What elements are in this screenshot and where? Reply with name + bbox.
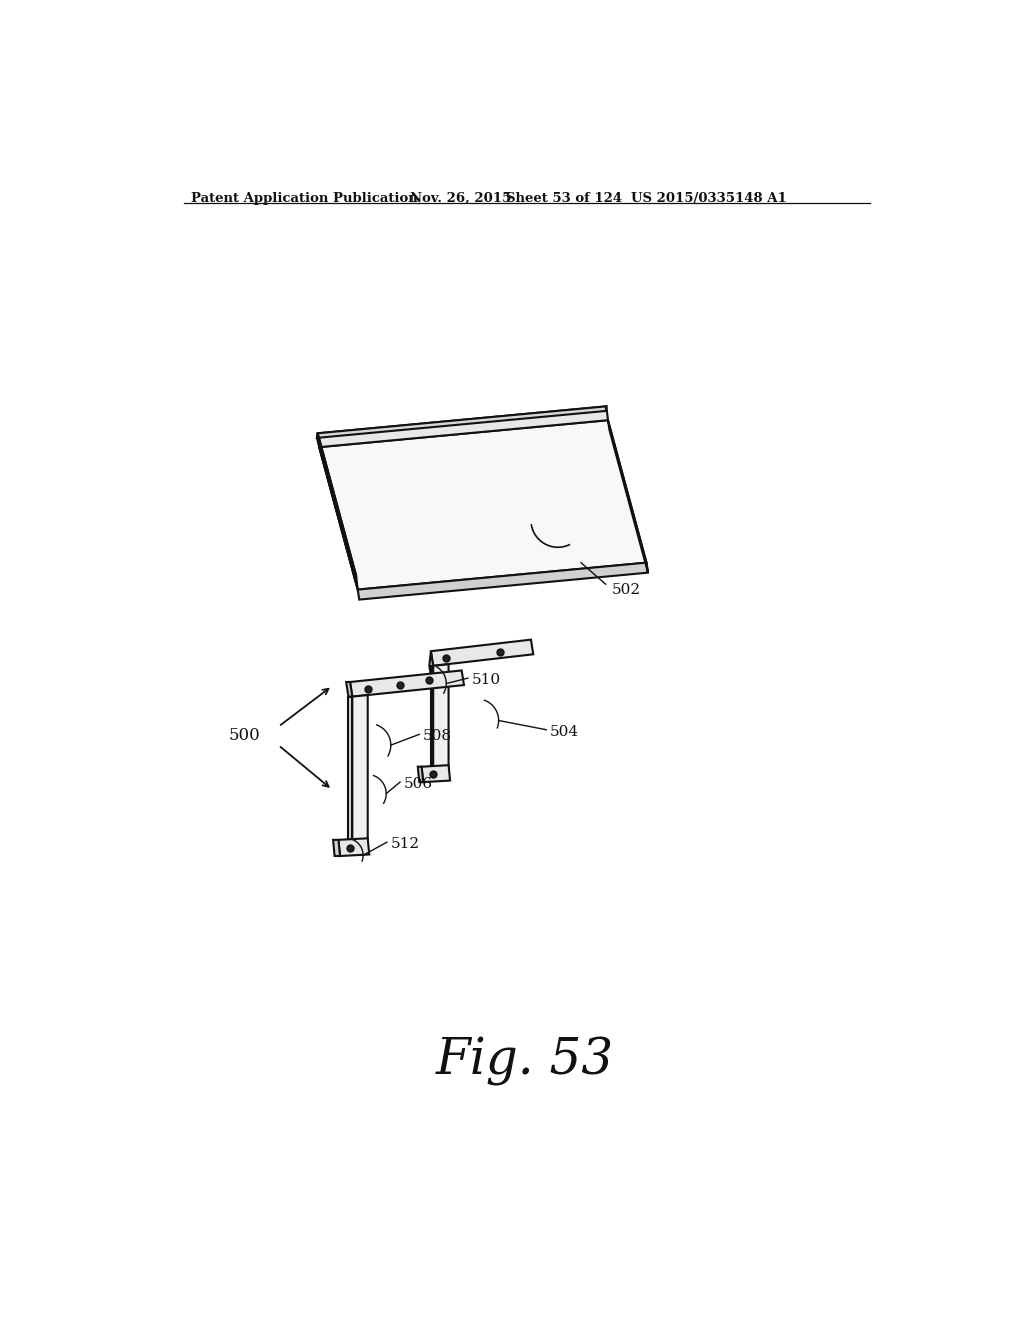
Text: 506: 506	[403, 776, 433, 791]
Polygon shape	[422, 766, 451, 781]
Polygon shape	[339, 838, 370, 857]
Polygon shape	[333, 840, 340, 857]
Text: 500: 500	[228, 727, 260, 744]
Text: 512: 512	[391, 837, 420, 850]
Polygon shape	[608, 420, 648, 573]
Polygon shape	[357, 562, 648, 599]
Polygon shape	[316, 433, 356, 581]
Polygon shape	[431, 640, 534, 665]
Polygon shape	[346, 682, 352, 697]
Polygon shape	[348, 697, 352, 841]
Text: 510: 510	[472, 673, 501, 686]
Text: 508: 508	[423, 729, 453, 743]
Polygon shape	[316, 407, 606, 438]
Text: Nov. 26, 2015: Nov. 26, 2015	[410, 191, 511, 205]
Polygon shape	[431, 665, 433, 768]
Text: Sheet 53 of 124: Sheet 53 of 124	[506, 191, 623, 205]
Polygon shape	[352, 696, 368, 841]
Text: US 2015/0335148 A1: US 2015/0335148 A1	[631, 191, 786, 205]
Polygon shape	[418, 767, 423, 781]
Polygon shape	[433, 664, 449, 768]
Polygon shape	[429, 651, 433, 681]
Polygon shape	[317, 407, 608, 447]
Text: Fig. 53: Fig. 53	[435, 1036, 614, 1085]
Text: 504: 504	[550, 725, 580, 739]
Polygon shape	[319, 420, 646, 590]
Polygon shape	[317, 433, 357, 590]
Text: 502: 502	[611, 582, 641, 597]
Text: Patent Application Publication: Patent Application Publication	[190, 191, 418, 205]
Polygon shape	[350, 671, 464, 697]
